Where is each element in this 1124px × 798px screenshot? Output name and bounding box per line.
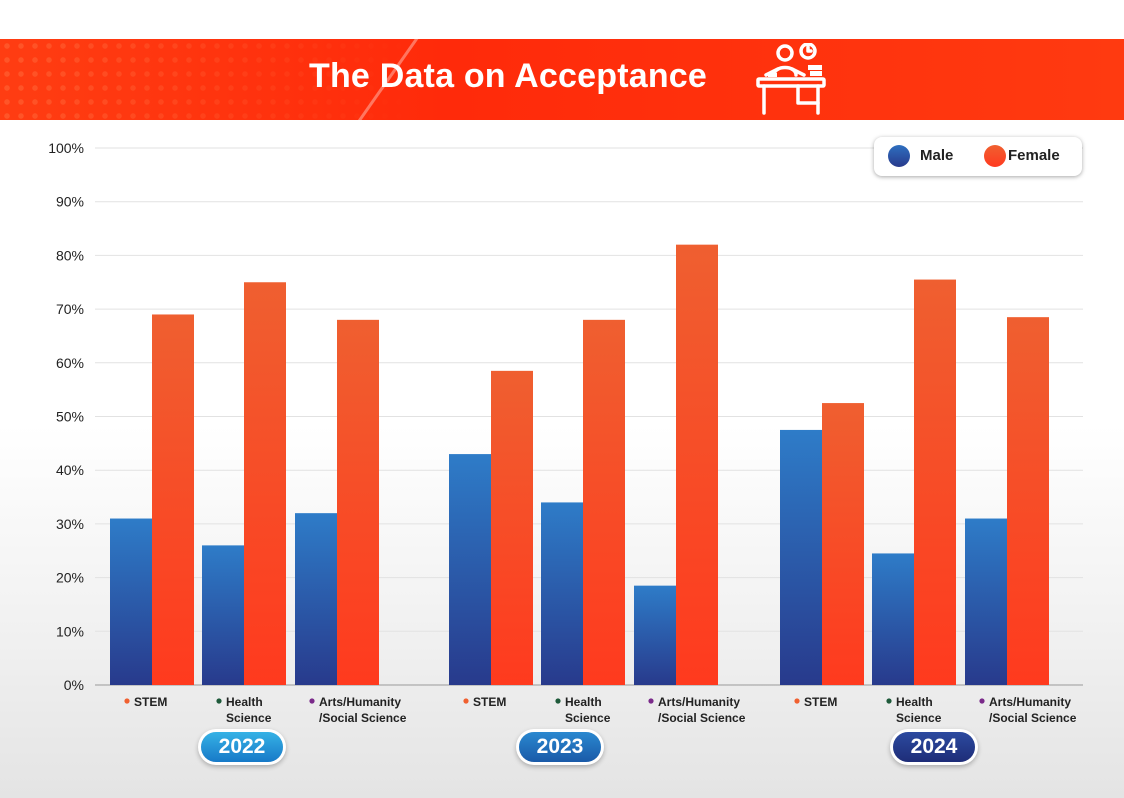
- bar-male-2022-0: [110, 518, 152, 685]
- header-dot-pattern: [0, 39, 420, 120]
- y-tick-label: 60%: [56, 355, 84, 371]
- y-tick-label: 80%: [56, 247, 84, 263]
- legend-male-swatch: [888, 145, 910, 167]
- legend-male-label: Male: [920, 147, 954, 164]
- y-tick-label: 30%: [56, 516, 84, 532]
- bar-male-2022-2: [295, 513, 337, 685]
- student-at-desk-icon: [756, 43, 826, 115]
- category-label: STEM: [804, 695, 837, 709]
- category-label: STEM: [134, 695, 167, 709]
- category-label: STEM: [473, 695, 506, 709]
- bar-female-2023-1: [583, 319, 625, 685]
- category-dot: [794, 698, 800, 704]
- category-label: Health: [226, 695, 263, 709]
- y-tick-label: 50%: [56, 409, 84, 425]
- category-label: Arts/Humanity: [658, 695, 740, 709]
- category-label-line2: Science: [226, 711, 272, 725]
- legend-female-swatch: [984, 145, 1006, 167]
- category-label: Arts/Humanity: [989, 695, 1071, 709]
- bar-male-2023-1: [541, 502, 583, 685]
- y-tick-label: 10%: [56, 623, 84, 639]
- category-label-line2: /Social Science: [989, 711, 1077, 725]
- bar-female-2024-1: [914, 279, 956, 685]
- bar-female-2024-0: [822, 403, 864, 685]
- y-tick-label: 100%: [48, 140, 84, 156]
- year-badge-2024: 2024: [893, 732, 975, 762]
- bar-male-2024-0: [780, 429, 822, 685]
- bar-female-2023-0: [491, 370, 533, 685]
- bar-female-2022-2: [337, 319, 379, 685]
- category-dot: [216, 698, 222, 704]
- bar-male-2024-2: [965, 518, 1007, 685]
- bar-male-2023-0: [449, 454, 491, 685]
- header-banner: [0, 39, 1124, 120]
- category-dot: [463, 698, 469, 704]
- y-tick-label: 90%: [56, 194, 84, 210]
- bar-female-2022-0: [152, 314, 194, 685]
- chart-legend: Male Female: [874, 137, 1082, 176]
- category-label-line2: Science: [565, 711, 611, 725]
- y-tick-label: 40%: [56, 462, 84, 478]
- bar-female-2023-2: [676, 244, 718, 685]
- page-title: The Data on Acceptance: [309, 57, 708, 95]
- category-dot: [309, 698, 315, 704]
- category-dot: [124, 698, 130, 704]
- y-tick-label: 70%: [56, 301, 84, 317]
- category-dot: [648, 698, 654, 704]
- bar-female-2022-1: [244, 282, 286, 685]
- category-label-line2: /Social Science: [658, 711, 746, 725]
- bar-male-2022-1: [202, 545, 244, 685]
- category-dot: [886, 698, 892, 704]
- category-label: Arts/Humanity: [319, 695, 401, 709]
- bar-male-2024-1: [872, 553, 914, 685]
- legend-female-label: Female: [1008, 147, 1060, 164]
- y-tick-label: 20%: [56, 570, 84, 586]
- category-label: Health: [896, 695, 933, 709]
- y-tick-label: 0%: [64, 677, 84, 693]
- year-badge-2023: 2023: [519, 732, 601, 762]
- bar-male-2023-2: [634, 585, 676, 685]
- category-label: Health: [565, 695, 602, 709]
- category-label-line2: Science: [896, 711, 942, 725]
- bar-female-2024-2: [1007, 317, 1049, 685]
- category-dot: [979, 698, 985, 704]
- category-label-line2: /Social Science: [319, 711, 407, 725]
- year-badge-2022: 2022: [201, 732, 283, 762]
- category-dot: [555, 698, 561, 704]
